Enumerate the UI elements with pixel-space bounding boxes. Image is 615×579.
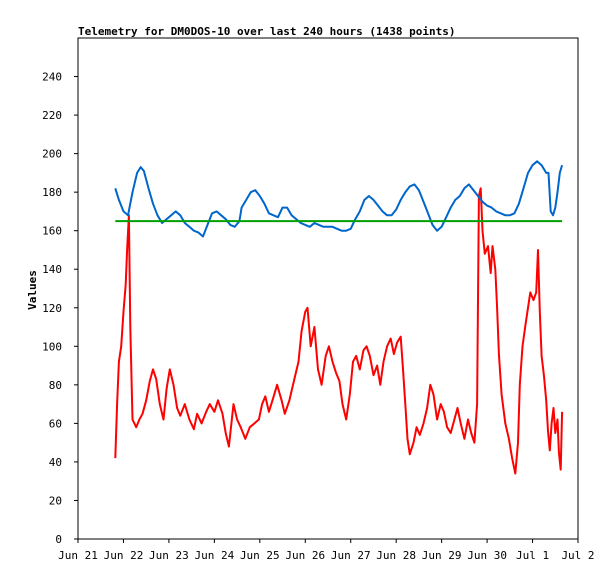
x-tick-label: Jun 25 (240, 549, 280, 562)
y-tick-label: 140 (42, 263, 62, 276)
x-tick-label: Jun 22 (104, 549, 144, 562)
y-axis-ticks: 0 20 40 60 80 100 120 140 160 180 200 220 240 (42, 71, 78, 546)
y-tick-label: 200 (42, 148, 62, 161)
x-tick-label: Jun 23 (149, 549, 189, 562)
y-axis-label: Values (26, 270, 39, 310)
x-tick-label: Jun 28 (376, 549, 416, 562)
y-tick-label: 180 (42, 186, 62, 199)
x-tick-label: Jun 21 (58, 549, 98, 562)
x-tick-label: Jul 1 (516, 549, 549, 562)
x-tick-label: Jul 2 (561, 549, 594, 562)
x-tick-label: Jun 29 (422, 549, 462, 562)
y-tick-label: 120 (42, 302, 62, 315)
y-tick-label: 60 (49, 417, 62, 430)
x-axis-ticks: Jun 21 Jun 22 Jun 23 Jun 24 Jun 25 Jun 26 Jun … (58, 539, 595, 562)
x-tick-label: Jun 24 (194, 549, 234, 562)
y-tick-label: 0 (55, 533, 62, 546)
plot-frame (77, 37, 579, 540)
y-tick-label: 160 (42, 225, 62, 238)
chart-title: Telemetry for DM0DOS-10 over last 240 ho… (78, 25, 456, 38)
x-tick-label: Jun 30 (467, 549, 507, 562)
x-tick-label: Jun 26 (285, 549, 325, 562)
y-tick-label: 220 (42, 109, 62, 122)
y-tick-label: 80 (49, 379, 62, 392)
x-tick-label: Jun 27 (331, 549, 371, 562)
red-series-line (114, 187, 564, 475)
y-tick-label: 40 (49, 456, 62, 469)
blue-series-line (114, 160, 564, 238)
y-tick-label: 240 (42, 71, 62, 84)
y-tick-label: 100 (42, 340, 62, 353)
y-tick-label: 20 (49, 494, 62, 507)
series-layer (114, 160, 564, 475)
